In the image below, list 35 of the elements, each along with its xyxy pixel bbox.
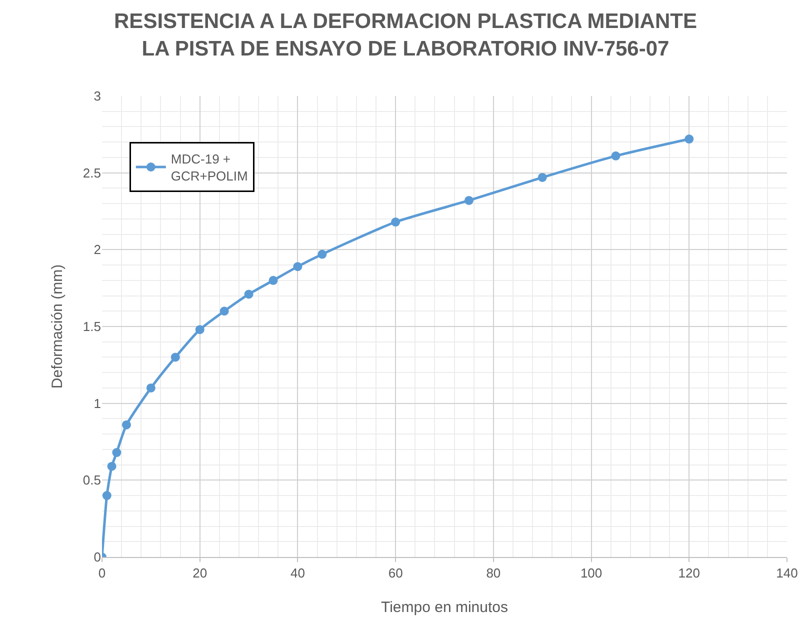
point [538, 172, 547, 182]
point [684, 134, 694, 144]
legend-label: MDC-19 + GCR+POLIM [170, 152, 248, 184]
y-tick-label: 1.5 [82, 319, 101, 334]
point [611, 151, 620, 160]
point [268, 276, 278, 285]
y-tick-label: 1 [94, 396, 101, 411]
x-axis-title: Tiempo en minutos [380, 599, 508, 616]
y-tick-label: 2.5 [82, 165, 101, 180]
x-tick-label: 140 [776, 566, 798, 581]
point [293, 262, 302, 272]
chart-title: RESISTENCIA A LA DEFORMACION PLASTICA MEDIANTE LA PISTA DE ENSAYO DE LABORATORIO INV-756-07 [114, 10, 697, 61]
point [170, 352, 180, 362]
point [112, 448, 122, 458]
point [195, 325, 204, 334]
point [220, 306, 229, 316]
point [391, 218, 400, 227]
y-tick-label: 2 [94, 242, 101, 258]
point [464, 196, 474, 205]
point [122, 420, 131, 430]
point [244, 290, 254, 299]
y-axis-title: Deformación (mm) [49, 264, 66, 389]
x-tick-label: 40 [290, 566, 305, 581]
x-tick-label: 20 [192, 566, 208, 581]
x-tick-label: 80 [486, 566, 501, 581]
y-tick-label: 0.5 [82, 472, 101, 488]
x-tick-label: 100 [580, 566, 602, 581]
x-tick-label: 60 [388, 566, 403, 581]
y-tick-label: 3 [94, 88, 101, 104]
point [102, 491, 112, 500]
point [146, 383, 156, 392]
point [107, 462, 116, 471]
point [318, 250, 327, 259]
y-tick-label: 0 [94, 550, 101, 565]
x-tick-label: 120 [678, 566, 700, 581]
